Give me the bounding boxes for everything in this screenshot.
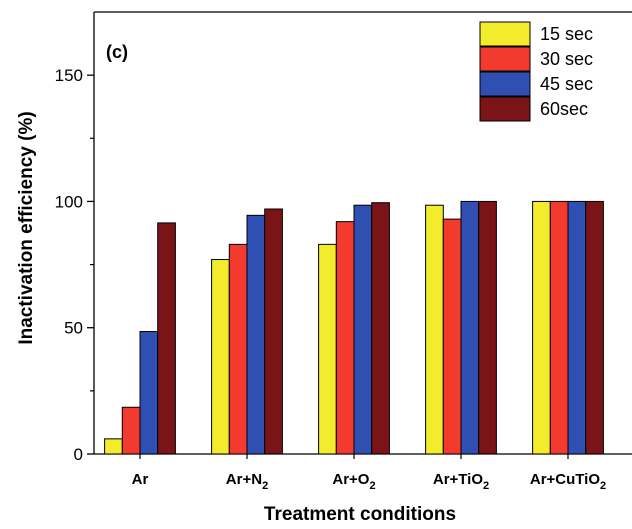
x-axis-ticks: Ar Ar+N2 Ar+O2 Ar+TiO2 Ar+CuTiO2 xyxy=(132,454,606,492)
legend-label: 45 sec xyxy=(540,74,593,94)
y-axis-title: Inactivation efficiency (%) xyxy=(16,111,37,344)
y-tick-label: 100 xyxy=(55,192,83,211)
bar xyxy=(335,221,355,455)
x-tick-label: Ar+N2 xyxy=(226,471,268,492)
bar xyxy=(425,204,444,455)
x-tick-label: Ar xyxy=(132,471,149,488)
y-tick-label: 150 xyxy=(55,66,83,85)
legend-label: 30 sec xyxy=(540,49,593,69)
bar xyxy=(353,204,373,455)
legend-swatch xyxy=(479,96,531,122)
bar xyxy=(246,214,266,455)
legend: 15 sec 30 sec 45 sec 60sec xyxy=(479,21,593,122)
bar xyxy=(264,208,283,455)
legend-swatch xyxy=(479,71,531,97)
bar xyxy=(318,243,337,455)
bar xyxy=(567,200,587,455)
bar xyxy=(157,222,176,455)
legend-label: 60sec xyxy=(540,99,588,119)
x-tick-label: Ar+CuTiO2 xyxy=(530,471,606,492)
bar xyxy=(139,331,159,455)
bar xyxy=(478,200,497,455)
legend-label: 15 sec xyxy=(540,24,593,44)
bar xyxy=(104,438,123,455)
bar xyxy=(532,200,551,455)
bar xyxy=(585,200,604,455)
y-tick-label: 0 xyxy=(74,445,83,464)
bar xyxy=(371,202,390,455)
y-axis-ticks: 0 50 100 150 xyxy=(55,66,94,464)
bar xyxy=(228,243,248,455)
bar xyxy=(121,406,141,455)
panel-label: (c) xyxy=(106,42,128,62)
bars-group xyxy=(104,200,604,455)
x-tick-label: Ar+O2 xyxy=(332,471,375,492)
x-tick-label: Ar+TiO2 xyxy=(433,471,489,492)
bar xyxy=(442,218,462,455)
legend-swatch xyxy=(479,21,531,47)
x-axis-title: Treatment conditions xyxy=(264,504,456,525)
bar xyxy=(211,259,230,455)
legend-swatch xyxy=(479,46,531,72)
y-tick-label: 50 xyxy=(64,319,83,338)
bar xyxy=(549,200,569,455)
bar xyxy=(460,200,480,455)
